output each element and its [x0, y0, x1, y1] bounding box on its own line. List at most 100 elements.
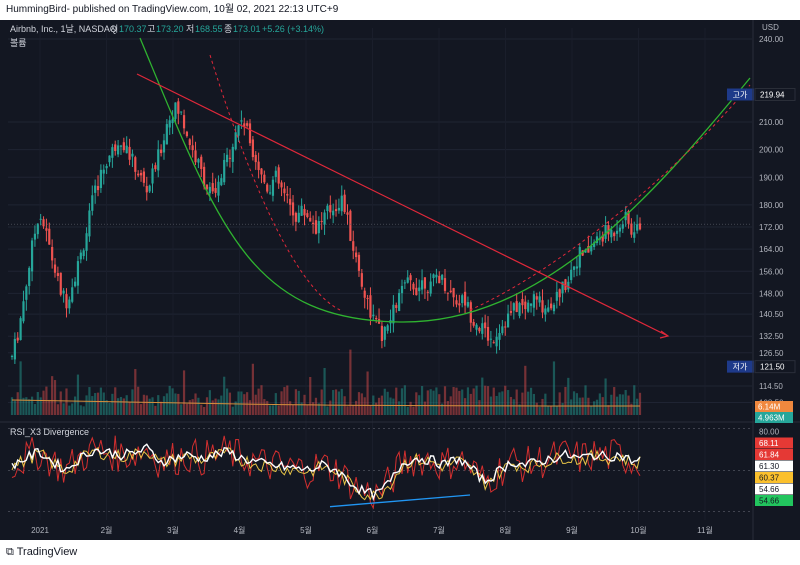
volume-bar — [389, 397, 392, 415]
candle-body — [372, 314, 375, 317]
chart-area[interactable]: 80.00 68.11 61.84 61.30 60.37 54.66 54.66 240.… — [0, 20, 800, 540]
candle-body — [363, 290, 366, 298]
candle-body — [142, 171, 146, 183]
candle-body — [595, 236, 599, 243]
overlays — [8, 37, 752, 339]
volume-bar — [555, 406, 558, 415]
chart-svg[interactable]: 80.00 68.11 61.84 61.30 60.37 54.66 54.66 240.… — [0, 20, 800, 540]
candle-body — [449, 290, 452, 293]
candle-body — [550, 303, 553, 309]
candle-body — [564, 279, 567, 291]
volume-bar — [91, 396, 94, 415]
volume-bar — [96, 392, 100, 415]
volume-bar — [452, 386, 455, 415]
footer: ⧉ TradingView — [0, 540, 800, 565]
candle-body — [168, 120, 171, 128]
candle-body — [263, 174, 266, 183]
legend-close-label: 종 — [224, 24, 232, 34]
candle-body — [88, 210, 91, 237]
candle-body — [294, 212, 297, 222]
dashed-curve-right — [469, 84, 751, 311]
volume-bar — [154, 405, 157, 415]
candle-body — [134, 157, 137, 172]
volume-bar — [105, 400, 108, 415]
volume-bar — [111, 393, 114, 415]
volume-bar — [412, 406, 415, 415]
candle-body — [289, 198, 292, 205]
low-tag-value-bg — [754, 360, 796, 374]
candle-body — [254, 154, 257, 163]
candle-body — [19, 318, 22, 340]
volume-bar — [446, 400, 449, 415]
volume-bar — [552, 361, 556, 415]
candle-body — [375, 317, 378, 320]
candle-body — [398, 292, 401, 311]
volume-bar — [76, 374, 80, 415]
volume-bar — [82, 406, 85, 415]
volume-bar — [567, 377, 570, 415]
candle-body — [495, 336, 498, 347]
legend-open-label: 시 — [110, 24, 118, 34]
volume-bar — [231, 406, 234, 415]
rsi-tag-bg — [755, 449, 793, 460]
candle-body — [145, 185, 148, 193]
candle-body — [128, 146, 131, 160]
volume-bar — [22, 397, 25, 415]
volume-bar — [174, 393, 177, 415]
volume-bar — [621, 394, 624, 415]
candle-body — [406, 277, 409, 283]
candle-body — [99, 169, 102, 188]
candle-body — [42, 219, 45, 227]
candle-body — [492, 342, 495, 344]
candle-body — [558, 289, 561, 298]
candle-body — [627, 211, 630, 224]
candle-body — [570, 269, 573, 281]
volume-bar — [386, 391, 389, 415]
volume-bar — [406, 406, 409, 415]
price-tick-label: 180.00 — [759, 201, 784, 210]
candle-body — [613, 232, 616, 237]
candle-body — [303, 208, 306, 216]
candle-body — [418, 287, 421, 292]
volume-bar — [570, 399, 573, 415]
volume-bar — [62, 403, 65, 415]
candle-body — [329, 205, 332, 213]
candle-body — [237, 125, 240, 136]
candle-body — [386, 325, 389, 331]
candle-body — [286, 194, 289, 196]
volume-bar — [85, 395, 88, 415]
candle-body — [257, 161, 260, 171]
volume-bar — [137, 386, 140, 415]
volume-bar — [604, 378, 607, 415]
tradingview-logo[interactable]: ⧉ TradingView — [6, 546, 77, 559]
candle-body — [30, 240, 34, 272]
candle-body — [587, 246, 590, 253]
candle-body — [590, 245, 593, 252]
volume-bar — [59, 391, 62, 415]
candle-body — [395, 305, 398, 308]
volume-bar — [251, 363, 254, 415]
legend: Airbnb, Inc., 1날, NASDAQ 시 170.37 고 173.… — [10, 24, 324, 437]
candle-body — [139, 172, 143, 176]
volume-bar — [119, 396, 123, 415]
candle-body — [423, 277, 427, 289]
volume-bar — [423, 401, 427, 415]
candle-body — [306, 213, 309, 218]
candle-body — [392, 304, 395, 324]
volume-bar — [400, 388, 404, 415]
candle-body — [22, 301, 25, 322]
candle-body — [194, 150, 197, 163]
volume-bar — [624, 390, 627, 415]
candle-body — [320, 220, 323, 222]
candle-body — [572, 266, 576, 270]
volume-bar — [472, 388, 475, 415]
volume-bar — [435, 387, 438, 415]
volume-bar — [71, 403, 74, 415]
candle-body — [197, 159, 200, 163]
volume-bar — [613, 387, 616, 415]
grid — [8, 28, 752, 520]
low-tag-value: 121.50 — [760, 363, 785, 372]
candle-body — [621, 224, 624, 229]
volume-bar — [128, 401, 131, 415]
rsi-tag: 54.66 — [759, 497, 780, 506]
